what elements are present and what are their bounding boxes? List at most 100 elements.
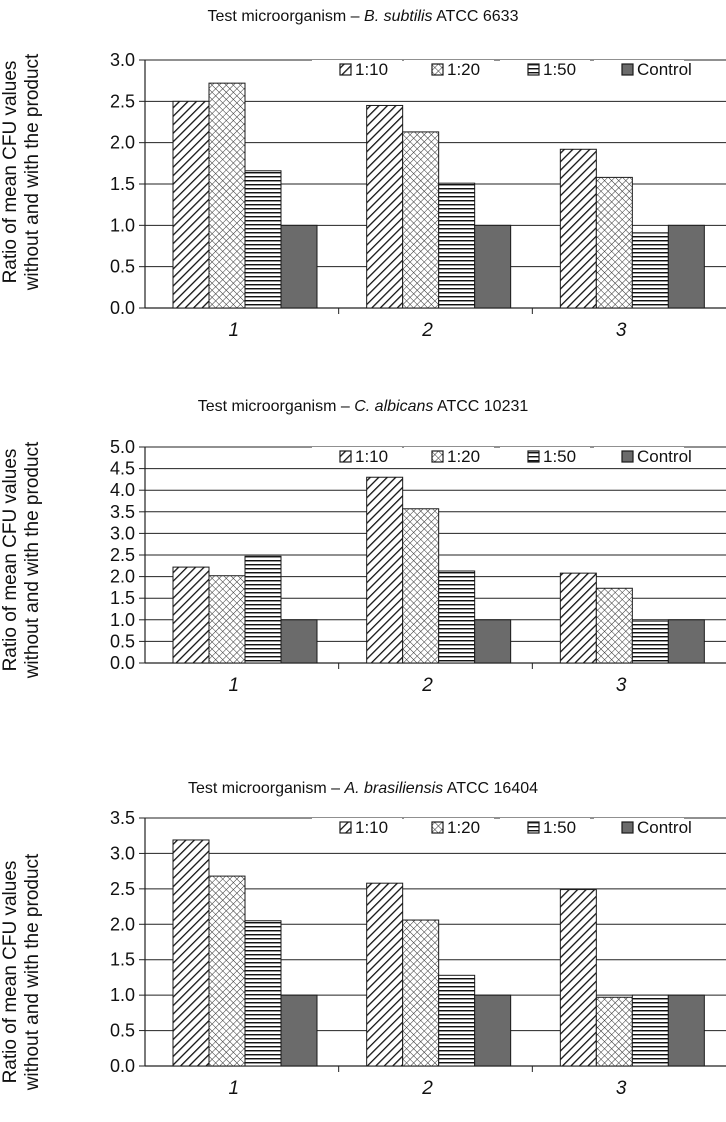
y-tick-label: 0.0 xyxy=(110,653,135,673)
chart-title: Test microorganism – C. albicans ATCC 10… xyxy=(0,398,726,416)
legend-label: 1:10 xyxy=(355,818,388,837)
chart-title-prefix: Test microorganism – xyxy=(197,398,355,415)
bar-control-cat-3 xyxy=(667,224,705,309)
bar-1-50-cat-1 xyxy=(244,170,282,309)
legend-item: Control xyxy=(594,818,692,838)
y-tick-label: 0.5 xyxy=(110,631,135,651)
bar-1-50-cat-1 xyxy=(244,920,282,1067)
bar-1-20-cat-1 xyxy=(208,575,246,664)
y-tick-label: 3.0 xyxy=(110,50,135,70)
bar-control-cat-1 xyxy=(280,224,318,309)
legend-item: 1:50 xyxy=(500,60,590,80)
bar-control-cat-3 xyxy=(667,994,705,1067)
x-tick-label: 3 xyxy=(616,320,627,341)
y-tick-label: 0.0 xyxy=(110,298,135,318)
y-tick-label: 2.0 xyxy=(110,133,135,153)
chart-title-prefix: Test microorganism – xyxy=(207,8,365,25)
y-tick-label: 2.5 xyxy=(110,879,135,899)
legend-label: 1:10 xyxy=(355,447,388,466)
bar-1-50-cat-3 xyxy=(631,232,669,309)
legend-label: 1:20 xyxy=(447,60,480,79)
chart-title: Test microorganism – A. brasiliensis ATC… xyxy=(0,780,726,798)
legend-item: Control xyxy=(594,447,692,467)
bar-control-cat-1 xyxy=(280,619,318,664)
legend-label: Control xyxy=(637,818,692,837)
bar-1-50-cat-2 xyxy=(438,570,476,664)
legend-label: 1:50 xyxy=(543,60,576,79)
legend-label: 1:50 xyxy=(543,818,576,837)
legend-swatch xyxy=(431,450,444,463)
chart-title-prefix: Test microorganism – xyxy=(187,780,345,797)
chart-title-species: B. subtilis xyxy=(364,8,433,25)
chart-title: Test microorganism – B. subtilis ATCC 66… xyxy=(0,8,726,26)
bar-1-20-cat-1 xyxy=(208,875,246,1067)
y-axis-label: Ratio of mean CFU values without and wit… xyxy=(0,32,44,312)
x-tick-label: 3 xyxy=(616,1078,627,1099)
y-tick-label: 3.5 xyxy=(110,502,135,522)
chart-panel-1: Test microorganism – B. subtilis ATCC 66… xyxy=(0,0,726,360)
legend-label: Control xyxy=(637,447,692,466)
legend-item: 1:50 xyxy=(500,818,590,838)
y-tick-label: 3.5 xyxy=(110,808,135,828)
chart-title-species: A. brasiliensis xyxy=(344,780,444,797)
y-axis-label-line1: Ratio of mean CFU values xyxy=(0,448,21,672)
bar-control-cat-2 xyxy=(474,994,512,1067)
y-tick-label: 4.0 xyxy=(110,480,135,500)
y-tick-label: 5.0 xyxy=(110,437,135,457)
bar-1-10-cat-2 xyxy=(366,476,404,664)
y-tick-label: 1.0 xyxy=(110,985,135,1005)
y-tick-label: 1.0 xyxy=(110,610,135,630)
legend-label: 1:20 xyxy=(447,447,480,466)
legend-item: 1:20 xyxy=(404,60,494,80)
bar-1-20-cat-1 xyxy=(208,82,246,309)
bar-1-20-cat-3 xyxy=(595,176,633,309)
bar-chart: 0.0 0.5 1.0 1.5 2.0 2.5 3.0 3.5 1 2 3 1:10 1:20 1:50 C… xyxy=(110,808,726,1099)
legend-swatch xyxy=(431,821,444,834)
bar-1-10-cat-1 xyxy=(172,839,210,1067)
y-tick-label: 2.0 xyxy=(110,567,135,587)
y-tick-label: 0.5 xyxy=(110,1021,135,1041)
y-axis-label: Ratio of mean CFU values without and wit… xyxy=(0,420,44,700)
chart-title-suffix: ATCC 10231 xyxy=(433,398,529,415)
y-tick-label: 0.0 xyxy=(110,1056,135,1076)
legend-swatch xyxy=(621,450,634,463)
y-tick-label: 2.5 xyxy=(110,91,135,111)
legend-swatch xyxy=(431,63,444,76)
chart-title-suffix: ATCC 6633 xyxy=(432,8,519,25)
legend-item: 1:10 xyxy=(312,447,402,467)
x-tick-label: 1 xyxy=(229,320,240,341)
y-tick-label: 3.0 xyxy=(110,523,135,543)
y-tick-label: 2.0 xyxy=(110,914,135,934)
bar-control-cat-2 xyxy=(474,224,512,309)
chart-title-species: C. albicans xyxy=(354,398,434,415)
y-tick-label: 2.5 xyxy=(110,545,135,565)
bar-control-cat-3 xyxy=(667,619,705,664)
y-tick-label: 0.5 xyxy=(110,257,135,277)
bar-1-50-cat-2 xyxy=(438,974,476,1067)
y-axis-label-line1: Ratio of mean CFU values xyxy=(0,60,21,284)
legend-item: Control xyxy=(594,60,692,80)
legend-label: 1:20 xyxy=(447,818,480,837)
bar-1-10-cat-1 xyxy=(172,566,210,664)
x-tick-label: 1 xyxy=(229,1078,240,1099)
bar-1-20-cat-3 xyxy=(595,587,633,664)
bar-chart: 0.0 0.5 1.0 1.5 2.0 2.5 3.0 1 2 3 1:10 1:20 1:50 Cont… xyxy=(110,50,726,341)
bar-1-10-cat-3 xyxy=(559,889,597,1067)
bar-control-cat-1 xyxy=(280,994,318,1067)
chart-panel-2: Test microorganism – C. albicans ATCC 10… xyxy=(0,380,726,740)
legend-item: 1:10 xyxy=(312,60,402,80)
legend-swatch xyxy=(621,63,634,76)
x-tick-label: 2 xyxy=(421,320,433,341)
legend-item: 1:20 xyxy=(404,447,494,467)
legend-item: 1:20 xyxy=(404,818,494,838)
legend-label: 1:50 xyxy=(543,447,576,466)
y-axis-label-line2: without and with the product xyxy=(22,53,43,291)
y-tick-label: 1.5 xyxy=(110,588,135,608)
legend-label: 1:10 xyxy=(355,60,388,79)
x-tick-label: 2 xyxy=(421,1078,433,1099)
bar-1-50-cat-2 xyxy=(438,182,476,309)
legend-label: Control xyxy=(637,60,692,79)
bar-1-10-cat-2 xyxy=(366,104,404,309)
chart-panel-3: Test microorganism – A. brasiliensis ATC… xyxy=(0,762,726,1122)
y-tick-label: 3.0 xyxy=(110,843,135,863)
